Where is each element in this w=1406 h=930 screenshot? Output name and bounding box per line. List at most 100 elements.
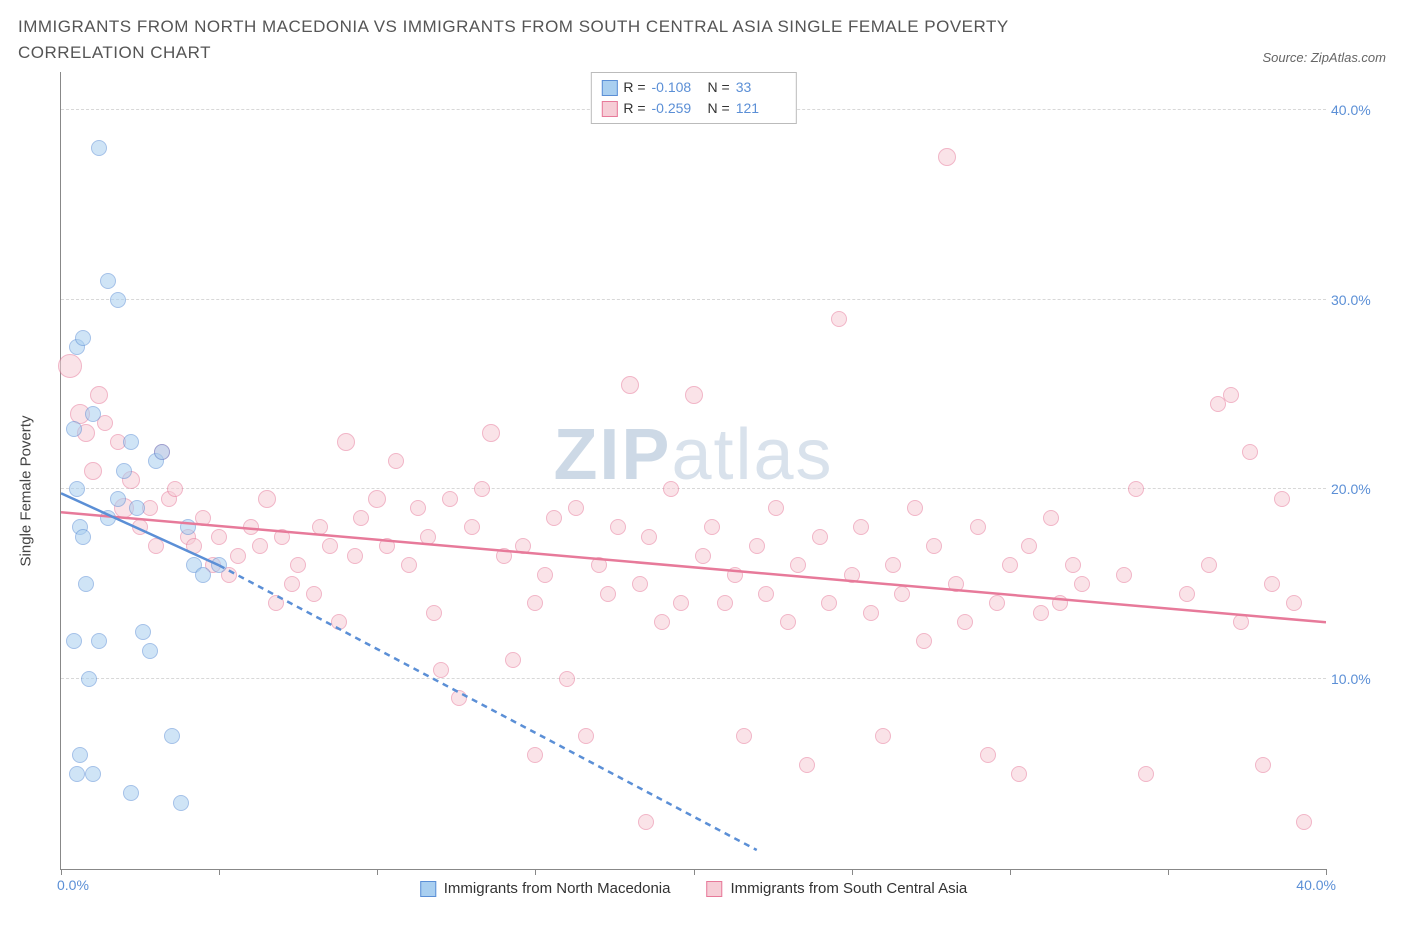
data-point bbox=[230, 548, 246, 564]
data-point bbox=[85, 406, 101, 422]
data-point bbox=[654, 614, 670, 630]
x-tick bbox=[1326, 869, 1327, 875]
data-point bbox=[211, 557, 227, 573]
data-point bbox=[546, 510, 562, 526]
data-point bbox=[69, 766, 85, 782]
data-point bbox=[154, 444, 170, 460]
data-point bbox=[980, 747, 996, 763]
data-point bbox=[312, 519, 328, 535]
data-point bbox=[1223, 387, 1239, 403]
data-point bbox=[78, 576, 94, 592]
data-point bbox=[736, 728, 752, 744]
data-point bbox=[1116, 567, 1132, 583]
n-value-sca: 121 bbox=[736, 98, 786, 119]
data-point bbox=[1233, 614, 1249, 630]
swatch-sca bbox=[601, 101, 617, 117]
swatch-sca bbox=[706, 881, 722, 897]
y-tick-label: 10.0% bbox=[1331, 671, 1381, 687]
data-point bbox=[379, 538, 395, 554]
data-point bbox=[482, 424, 500, 442]
series-legend: Immigrants from North Macedonia Immigran… bbox=[420, 880, 968, 897]
data-point bbox=[129, 500, 145, 516]
watermark: ZIPatlas bbox=[553, 414, 833, 496]
data-point bbox=[401, 557, 417, 573]
data-point bbox=[717, 595, 733, 611]
data-point bbox=[1286, 595, 1302, 611]
data-point bbox=[1201, 557, 1217, 573]
data-point bbox=[831, 311, 847, 327]
data-point bbox=[84, 462, 102, 480]
gridline bbox=[61, 678, 1326, 679]
data-point bbox=[211, 529, 227, 545]
n-label: N = bbox=[708, 77, 730, 98]
data-point bbox=[768, 500, 784, 516]
data-point bbox=[559, 671, 575, 687]
source-attribution: Source: ZipAtlas.com bbox=[1262, 50, 1386, 65]
data-point bbox=[704, 519, 720, 535]
data-point bbox=[474, 481, 490, 497]
y-tick-label: 30.0% bbox=[1331, 292, 1381, 308]
data-point bbox=[85, 766, 101, 782]
data-point bbox=[568, 500, 584, 516]
data-point bbox=[420, 529, 436, 545]
watermark-atlas: atlas bbox=[671, 415, 833, 495]
data-point bbox=[938, 148, 956, 166]
chart-title: IMMIGRANTS FROM NORTH MACEDONIA VS IMMIG… bbox=[18, 14, 1118, 65]
data-point bbox=[368, 490, 386, 508]
x-tick bbox=[1168, 869, 1169, 875]
legend-row-sca: R = -0.259 N = 121 bbox=[601, 98, 785, 119]
data-point bbox=[1011, 766, 1027, 782]
data-point bbox=[123, 434, 139, 450]
data-point bbox=[790, 557, 806, 573]
data-point bbox=[388, 453, 404, 469]
x-tick bbox=[852, 869, 853, 875]
data-point bbox=[81, 671, 97, 687]
data-point bbox=[66, 633, 82, 649]
data-point bbox=[600, 586, 616, 602]
data-point bbox=[100, 273, 116, 289]
data-point bbox=[758, 586, 774, 602]
n-label: N = bbox=[708, 98, 730, 119]
data-point bbox=[258, 490, 276, 508]
swatch-nm bbox=[420, 881, 436, 897]
x-tick bbox=[1010, 869, 1011, 875]
data-point bbox=[1274, 491, 1290, 507]
data-point bbox=[284, 576, 300, 592]
data-point bbox=[638, 814, 654, 830]
data-point bbox=[685, 386, 703, 404]
data-point bbox=[515, 538, 531, 554]
data-point bbox=[578, 728, 594, 744]
data-point bbox=[75, 330, 91, 346]
data-point bbox=[853, 519, 869, 535]
y-tick-label: 40.0% bbox=[1331, 102, 1381, 118]
data-point bbox=[875, 728, 891, 744]
x-tick bbox=[377, 869, 378, 875]
x-tick bbox=[219, 869, 220, 875]
data-point bbox=[621, 376, 639, 394]
data-point bbox=[1242, 444, 1258, 460]
data-point bbox=[72, 747, 88, 763]
data-point bbox=[268, 595, 284, 611]
data-point bbox=[885, 557, 901, 573]
data-point bbox=[180, 519, 196, 535]
legend-label-sca: Immigrants from South Central Asia bbox=[730, 880, 967, 897]
data-point bbox=[527, 595, 543, 611]
plot-area: ZIPatlas R = -0.108 N = 33 R = -0.259 N … bbox=[60, 72, 1326, 870]
trend-lines-svg bbox=[61, 72, 1326, 869]
data-point bbox=[1002, 557, 1018, 573]
data-point bbox=[799, 757, 815, 773]
data-point bbox=[100, 510, 116, 526]
legend-item-nm: Immigrants from North Macedonia bbox=[420, 880, 671, 897]
watermark-zip: ZIP bbox=[553, 415, 671, 495]
data-point bbox=[663, 481, 679, 497]
data-point bbox=[306, 586, 322, 602]
data-point bbox=[442, 491, 458, 507]
data-point bbox=[148, 538, 164, 554]
data-point bbox=[337, 433, 355, 451]
data-point bbox=[673, 595, 689, 611]
data-point bbox=[167, 481, 183, 497]
data-point bbox=[844, 567, 860, 583]
data-point bbox=[69, 481, 85, 497]
data-point bbox=[970, 519, 986, 535]
data-point bbox=[110, 491, 126, 507]
